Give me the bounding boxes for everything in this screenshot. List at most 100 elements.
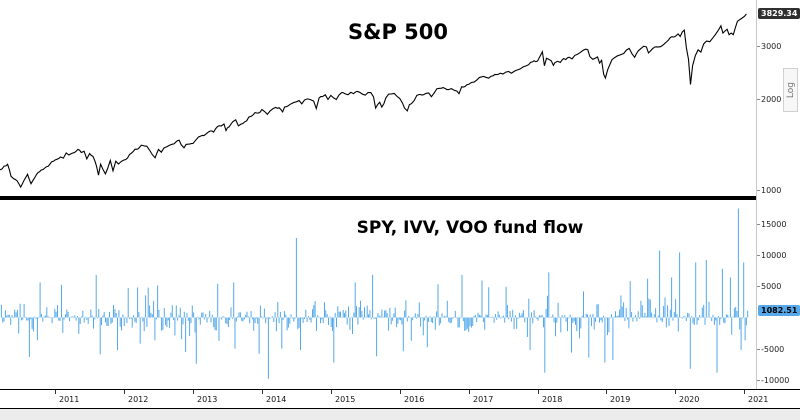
year-tick: [262, 390, 263, 394]
fundflow-bar: [238, 312, 240, 318]
fundflow-bar: [54, 309, 56, 318]
fundflow-bar: [201, 312, 203, 318]
fundflow-bar: [740, 317, 742, 351]
fundflow-bar: [202, 312, 204, 318]
fundflow-bar: [609, 317, 611, 319]
fundflow-bar: [663, 306, 665, 318]
fundflow-bar: [615, 311, 616, 318]
fundflow-bar: [581, 315, 583, 318]
sp500-chart[interactable]: [0, 0, 756, 196]
y-tick-mark: [757, 380, 760, 381]
fundflow-bar: [273, 317, 275, 322]
year-tick: [606, 390, 607, 394]
y-tick-label: 10000: [761, 251, 787, 260]
fundflow-bar: [442, 316, 444, 318]
fundflow-bar: [227, 317, 229, 328]
fundflow-bar: [305, 309, 307, 318]
year-label: 2020: [679, 395, 700, 404]
fundflow-bar: [480, 315, 482, 318]
fundflow-bar: [141, 316, 143, 318]
fundflow-bar: [154, 317, 156, 341]
fundflow-bar: [366, 305, 368, 318]
fundflow-bar: [404, 310, 406, 318]
fundflow-bar: [210, 317, 212, 323]
fundflow-bar: [643, 316, 645, 318]
year-label: 2019: [610, 395, 631, 404]
fundflow-bar: [716, 317, 718, 373]
fundflow-bar: [90, 309, 92, 318]
fundflow-bar: [306, 317, 308, 322]
fundflow-bar: [737, 208, 739, 318]
fundflow-bar: [206, 317, 208, 323]
fundflow-bar: [547, 295, 548, 318]
fundflow-bar: [62, 317, 64, 333]
fundflow-bar: [497, 311, 499, 318]
fundflow-bar: [512, 309, 514, 318]
fundflow-bar: [504, 317, 506, 323]
fundflow-bar: [410, 317, 412, 341]
fundflow-bar: [191, 305, 193, 318]
fundflow-bar: [230, 307, 232, 318]
time-axis-scroll-strip[interactable]: [0, 408, 800, 420]
fundflow-bar: [555, 317, 556, 337]
fundflow-bar: [552, 314, 554, 318]
fundflow-bar: [517, 317, 519, 319]
fundflow-bar: [177, 317, 179, 321]
fundflow-bar: [175, 305, 177, 318]
fundflow-bar: [301, 317, 303, 319]
fundflow-bar: [700, 317, 702, 319]
fundflow-bar: [338, 311, 340, 318]
fundflow-bar: [540, 315, 542, 318]
fundflow-bar: [564, 315, 566, 318]
fundflow-bar: [149, 305, 151, 318]
fundflow-bar: [77, 316, 78, 318]
year-label: 2013: [197, 395, 218, 404]
fundflow-bar: [73, 316, 74, 318]
log-scale-toggle[interactable]: Log: [783, 68, 798, 112]
fundflow-bar: [102, 315, 104, 318]
fundflow-bar: [173, 317, 175, 321]
fundflow-bar: [58, 317, 60, 321]
fundflow-bar: [612, 317, 614, 361]
fundflow-bar: [724, 317, 726, 324]
fundflow-bar: [18, 317, 20, 334]
fundflow-bar: [374, 317, 376, 319]
fundflow-bar: [454, 310, 456, 318]
fundflow-bar: [584, 317, 586, 319]
fundflow-bar: [689, 317, 691, 369]
fundflow-bar: [680, 316, 682, 318]
fundflow-bar: [59, 317, 61, 321]
fundflow-bar: [381, 309, 383, 318]
price-axis[interactable]: 3829.34 1082.51 Log 3000 2000 1000 15000 100…: [756, 0, 800, 389]
fundflow-bar: [266, 317, 268, 319]
fundflow-bar: [526, 317, 528, 337]
fundflow-bar: [441, 313, 443, 318]
fundflow-bar: [193, 312, 195, 318]
fundflow-bar: [617, 315, 619, 318]
fundflow-bar: [717, 316, 719, 318]
fundflow-bar: [647, 278, 649, 318]
fundflow-bar: [247, 316, 249, 318]
year-tick: [400, 390, 401, 394]
fundflow-bar: [532, 317, 534, 324]
fundflow-bar: [34, 316, 36, 318]
fundflow-bar: [309, 317, 311, 320]
fundflow-bar: [46, 307, 48, 318]
fundflow-bar: [158, 310, 160, 318]
fundflow-bar: [267, 317, 269, 379]
fundflow-bar: [170, 312, 172, 318]
fundflow-bar: [522, 310, 524, 318]
fundflow-bar: [51, 317, 53, 324]
time-axis[interactable]: 2011 2012 2013 2014 2015 2016 2017 2018 2019 2020…: [0, 389, 800, 420]
fundflow-bar: [701, 307, 703, 318]
fundflow-bar: [362, 317, 364, 320]
fundflow-bar: [231, 317, 233, 319]
fundflow-bar: [673, 312, 675, 318]
fundflow-bar: [561, 315, 563, 318]
fundflow-bar: [142, 317, 144, 322]
fundflow-chart[interactable]: [0, 200, 756, 389]
fundflow-bar: [456, 317, 458, 319]
fundflow-bar: [205, 314, 207, 318]
fundflow-bar: [492, 316, 494, 318]
